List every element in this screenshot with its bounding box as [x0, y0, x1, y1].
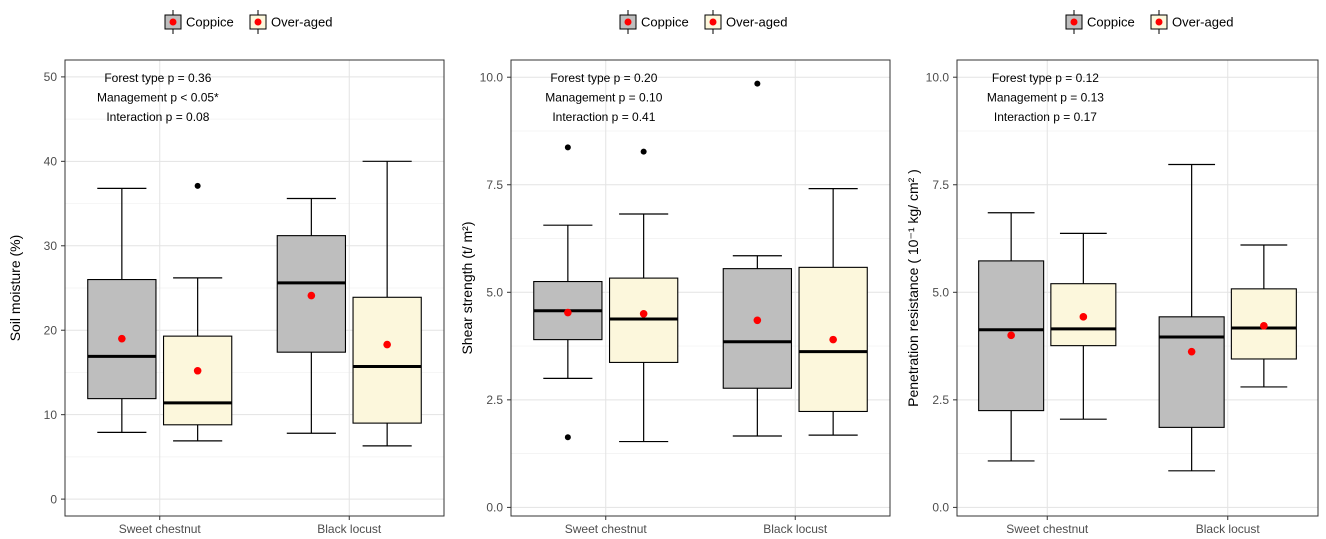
annotation-line: Interaction p = 0.41 — [552, 110, 655, 124]
annotation-line: Interaction p = 0.08 — [106, 110, 209, 124]
legend-key-mean — [1070, 18, 1078, 26]
x-tick-label: Sweet chestnut — [565, 522, 648, 534]
mean-point — [1187, 347, 1196, 356]
box-black-locust-over-aged — [1230, 244, 1297, 388]
legend: Coppice Over-aged — [164, 10, 332, 34]
box-black-locust-coppice — [722, 80, 793, 437]
annotation: Forest type p = 0.20 Management p = 0.10 I… — [545, 71, 662, 124]
mean-point — [193, 366, 202, 375]
panel-1: Coppice Over-aged Forest type p = 0.36 Mana… — [7, 10, 445, 536]
outlier-point — [194, 182, 201, 189]
mean-point — [307, 291, 316, 300]
panel-3: Coppice Over-aged Forest type p = 0.12 Mana… — [905, 10, 1319, 536]
annotation-line: Management p = 0.10 — [545, 91, 662, 105]
legend-label: Coppice — [186, 15, 234, 30]
y-tick-label: 30 — [44, 239, 58, 253]
annotation-line: Interaction p = 0.17 — [994, 110, 1097, 124]
x-tick-label: Sweet chestnut — [119, 522, 202, 534]
mean-point — [1007, 331, 1015, 340]
mean-point — [564, 308, 572, 317]
panel-border — [956, 59, 1319, 517]
legend-label: Over-aged — [726, 15, 787, 30]
y-tick-label: 50 — [44, 70, 58, 84]
y-tick-label: 2.5 — [932, 393, 949, 407]
box-sweet-chestnut-over-aged — [608, 148, 679, 443]
y-tick-label: 20 — [44, 324, 58, 338]
panel-border — [64, 59, 445, 517]
mean-point — [383, 340, 391, 349]
annotation-line: Management p = 0.13 — [987, 91, 1104, 105]
x-tick-label: Sweet chestnut — [1006, 522, 1089, 534]
annotation-line: Forest type p = 0.20 — [550, 71, 657, 85]
outlier-point — [564, 144, 571, 151]
legend-label: Coppice — [1087, 15, 1135, 30]
mean-point — [118, 334, 126, 343]
x-tick-label: Black locust — [317, 522, 382, 534]
box-black-locust-over-aged — [798, 188, 868, 436]
y-tick-label: 5.0 — [932, 286, 949, 300]
box-sweet-chestnut-coppice — [87, 187, 157, 433]
legend-label: Over-aged — [271, 15, 332, 30]
mean-point — [753, 316, 762, 325]
box-iqr — [722, 268, 793, 389]
y-tick-label: 5.0 — [486, 286, 503, 300]
panel-2: Coppice Over-aged Forest type p = 0.20 Mana… — [459, 10, 891, 536]
y-tick-label: 10.0 — [926, 71, 950, 85]
legend-label: Over-aged — [1172, 15, 1233, 30]
box-black-locust-over-aged — [352, 160, 422, 447]
y-axis-title: Shear strength (t/ m²) — [459, 221, 475, 354]
y-tick-label: 0.0 — [932, 501, 949, 515]
box-iqr — [798, 266, 868, 413]
annotation-line: Management p < 0.05* — [97, 91, 219, 105]
legend-key-mean — [624, 18, 632, 26]
legend-key-mean — [709, 18, 717, 26]
box-sweet-chestnut-over-aged — [162, 182, 233, 442]
x-tick-label: Black locust — [763, 522, 828, 534]
outlier-point — [640, 148, 647, 155]
legend-key-mean — [169, 18, 177, 26]
y-tick-label: 40 — [44, 155, 58, 169]
legend: Coppice Over-aged — [1065, 10, 1233, 34]
box-sweet-chestnut-coppice — [978, 212, 1045, 462]
outlier-point — [754, 80, 761, 87]
y-tick-label: 10 — [44, 408, 58, 422]
y-axis-title: Penetration resistance ( 10⁻¹ kg/ cm² ) — [905, 169, 921, 407]
legend-label: Coppice — [641, 15, 689, 30]
x-tick-label: Black locust — [1196, 522, 1261, 534]
box-black-locust-coppice — [1158, 163, 1225, 472]
mean-point — [639, 310, 648, 318]
annotation: Forest type p = 0.12 Management p = 0.13 I… — [987, 71, 1104, 124]
y-tick-label: 7.5 — [486, 178, 503, 192]
box-iqr — [1158, 316, 1225, 428]
y-tick-label: 7.5 — [932, 178, 949, 192]
mean-point — [1260, 322, 1268, 330]
y-axis-title: Soil moisture (%) — [7, 235, 23, 342]
panel-border — [510, 59, 891, 517]
box-iqr — [162, 335, 233, 426]
legend: Coppice Over-aged — [619, 10, 787, 34]
legend-key-mean — [254, 18, 262, 26]
y-tick-label: 2.5 — [486, 393, 503, 407]
box-black-locust-coppice — [276, 197, 347, 434]
y-tick-label: 0 — [50, 492, 57, 506]
annotation-line: Forest type p = 0.36 — [104, 71, 211, 85]
outlier-point — [564, 434, 571, 441]
annotation-line: Forest type p = 0.12 — [992, 71, 1099, 85]
box-sweet-chestnut-coppice — [533, 144, 603, 441]
box-sweet-chestnut-over-aged — [1050, 232, 1117, 420]
y-tick-label: 0.0 — [486, 501, 503, 515]
y-tick-label: 10.0 — [480, 71, 504, 85]
mean-point — [829, 335, 837, 344]
annotation: Forest type p = 0.36 Management p < 0.05*… — [97, 71, 219, 124]
mean-point — [1079, 313, 1088, 321]
box-iqr — [352, 296, 422, 424]
legend-key-mean — [1155, 18, 1163, 26]
